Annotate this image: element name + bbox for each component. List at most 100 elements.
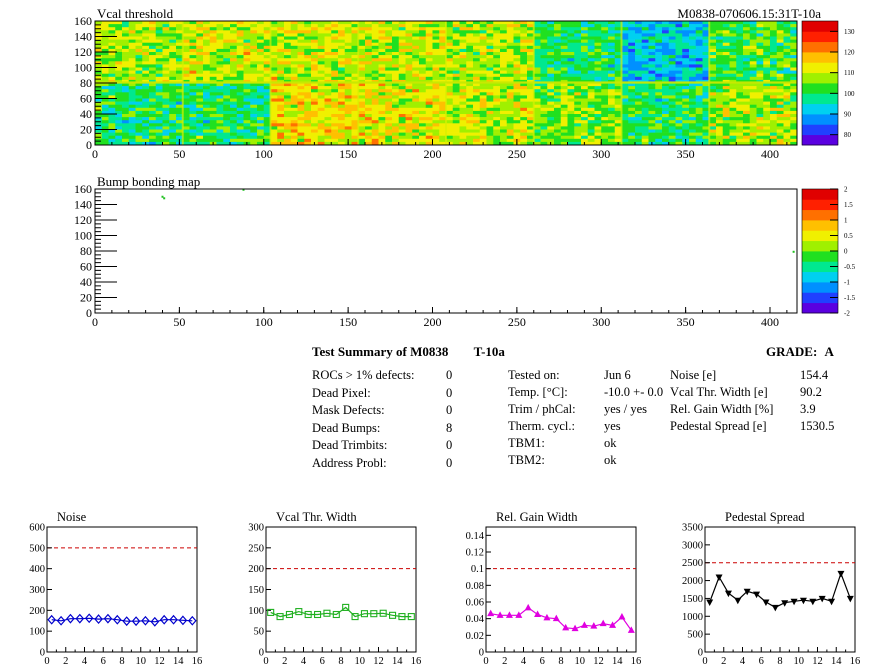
threshold-cell	[547, 67, 555, 71]
threshold-cell	[790, 123, 798, 127]
threshold-cell	[655, 27, 663, 31]
threshold-cell	[594, 86, 602, 90]
threshold-cell	[297, 138, 305, 143]
threshold-cell	[216, 107, 224, 112]
threshold-cell	[486, 120, 494, 124]
threshold-cell	[378, 76, 386, 81]
threshold-cell	[729, 58, 737, 62]
y-tick-label: 60	[80, 92, 92, 106]
x-tick-label: 150	[339, 147, 357, 161]
threshold-cell	[155, 73, 163, 78]
threshold-cell	[203, 138, 211, 143]
y-tick-label: 100	[248, 606, 264, 617]
threshold-cell	[641, 39, 649, 43]
threshold-cell	[473, 110, 481, 115]
threshold-cell	[547, 30, 555, 34]
threshold-cell	[95, 114, 103, 118]
threshold-cell	[189, 141, 197, 146]
y-tick-label: 50	[254, 627, 265, 638]
threshold-cell	[547, 70, 555, 74]
threshold-cell	[594, 83, 602, 87]
threshold-cell	[351, 132, 359, 136]
threshold-cell	[655, 48, 663, 53]
threshold-cell	[601, 48, 609, 53]
threshold-cell	[776, 120, 784, 124]
threshold-cell	[763, 126, 771, 130]
threshold-cell	[439, 126, 447, 130]
threshold-cell	[182, 36, 190, 40]
threshold-cell	[243, 83, 251, 87]
threshold-cell	[479, 107, 487, 112]
threshold-cell	[459, 64, 467, 68]
threshold-cell	[722, 135, 730, 140]
threshold-cell	[452, 114, 460, 118]
threshold-cell	[351, 67, 359, 71]
threshold-cell	[716, 83, 724, 87]
threshold-cell	[682, 27, 690, 31]
threshold-cell	[614, 95, 622, 99]
threshold-cell	[581, 33, 589, 37]
threshold-cell	[257, 67, 265, 71]
threshold-cell	[284, 39, 292, 43]
threshold-cell	[547, 36, 555, 40]
threshold-cell	[209, 52, 217, 56]
threshold-cell	[621, 21, 629, 25]
color-scale-label: 1	[844, 217, 848, 225]
threshold-cell	[493, 129, 501, 133]
threshold-cell	[304, 107, 312, 112]
threshold-cell	[729, 92, 737, 96]
threshold-cell	[736, 117, 744, 121]
threshold-cell	[263, 45, 271, 50]
threshold-cell	[493, 89, 501, 93]
threshold-cell	[662, 98, 670, 102]
threshold-cell	[304, 33, 312, 37]
threshold-cell	[513, 86, 521, 90]
threshold-cell	[500, 95, 508, 99]
threshold-cell	[682, 30, 690, 34]
threshold-cell	[257, 45, 265, 50]
threshold-cell	[743, 92, 751, 96]
threshold-cell	[466, 36, 474, 40]
threshold-cell	[169, 92, 177, 96]
threshold-cell	[459, 107, 467, 112]
threshold-cell	[493, 27, 501, 31]
threshold-cell	[668, 126, 676, 130]
threshold-cell	[270, 36, 278, 40]
y-tick-label: 200	[29, 606, 45, 617]
threshold-cell	[763, 64, 771, 68]
threshold-cell	[641, 27, 649, 31]
threshold-cell	[358, 141, 366, 146]
summary-tag: T-10a	[473, 344, 505, 359]
threshold-cell	[493, 48, 501, 53]
x-tick-label: 14	[831, 656, 842, 667]
threshold-cell	[554, 98, 562, 102]
threshold-cell	[790, 76, 798, 81]
threshold-cell	[317, 21, 325, 25]
threshold-cell	[628, 24, 636, 28]
threshold-cell	[709, 83, 717, 87]
threshold-cell	[594, 55, 602, 59]
threshold-cell	[149, 98, 157, 102]
threshold-cell	[412, 89, 420, 93]
threshold-cell	[533, 135, 541, 140]
threshold-cell	[209, 95, 217, 99]
threshold-cell	[290, 83, 298, 87]
threshold-cell	[149, 141, 157, 146]
threshold-cell	[425, 33, 433, 37]
threshold-cell	[236, 21, 244, 25]
threshold-cell	[547, 89, 555, 93]
threshold-cell	[196, 141, 204, 146]
threshold-cell	[452, 83, 460, 87]
threshold-cell	[479, 42, 487, 47]
threshold-cell	[695, 104, 703, 109]
threshold-cell	[149, 64, 157, 68]
threshold-cell	[763, 48, 771, 53]
threshold-cell	[270, 83, 278, 87]
threshold-cell	[189, 52, 197, 56]
threshold-cell	[365, 114, 373, 118]
threshold-cell	[398, 141, 406, 146]
threshold-cell	[230, 48, 238, 53]
threshold-cell	[722, 86, 730, 90]
threshold-cell	[115, 126, 123, 130]
threshold-cell	[513, 58, 521, 62]
